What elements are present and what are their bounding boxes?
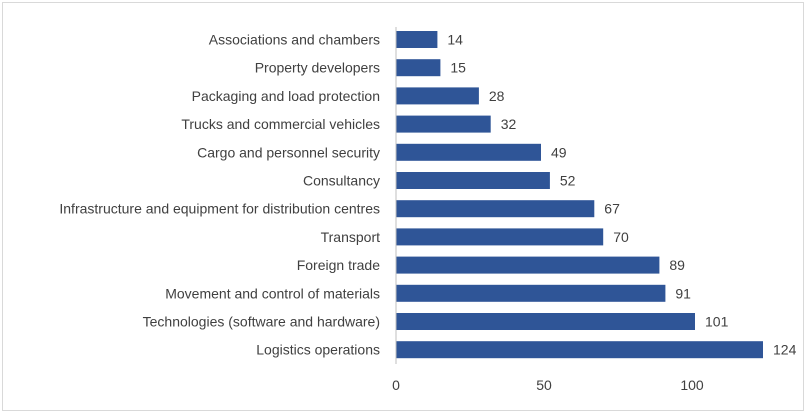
bar [396,341,763,359]
x-tick-label: 100 [680,377,704,393]
category-label: Logistics operations [256,342,380,358]
bar [396,172,550,189]
bar [396,313,695,330]
data-label: 15 [450,60,466,76]
bars-layer [396,31,763,359]
bar [396,87,479,105]
bar [396,284,666,302]
category-label: Packaging and load protection [192,88,380,104]
data-label: 49 [551,144,567,160]
category-label: Foreign trade [297,257,380,273]
category-label: Consultancy [303,173,380,189]
bar [396,143,541,161]
bar [396,115,491,133]
data-label: 14 [447,32,463,48]
x-tick-label: 50 [536,377,552,393]
category-label: Property developers [255,60,380,76]
bar [396,228,604,246]
bar [396,200,595,218]
bar [396,256,660,274]
category-label: Technologies (software and hardware) [143,314,380,330]
data-label: 91 [675,285,691,301]
data-label: 32 [501,116,517,132]
category-label: Infrastructure and equipment for distrib… [59,201,380,217]
bar [396,31,438,48]
data-label: 28 [489,88,505,104]
data-label: 67 [604,201,620,217]
category-label: Associations and chambers [209,32,380,48]
data-label: 52 [560,173,576,189]
data-label: 70 [613,229,629,245]
data-label: 101 [705,314,729,330]
category-label: Trucks and commercial vehicles [181,116,380,132]
data-label: 124 [773,342,797,358]
bar [396,59,441,77]
x-tick-label: 0 [392,377,400,393]
category-label: Transport [321,229,381,245]
category-label: Movement and control of materials [165,285,380,301]
x-ticks-layer: 0 50 100 [392,377,704,393]
data-label: 89 [669,257,685,273]
labels-layer: Associations and chambers 14 Property deve… [59,32,796,358]
category-label: Cargo and personnel security [197,144,380,160]
